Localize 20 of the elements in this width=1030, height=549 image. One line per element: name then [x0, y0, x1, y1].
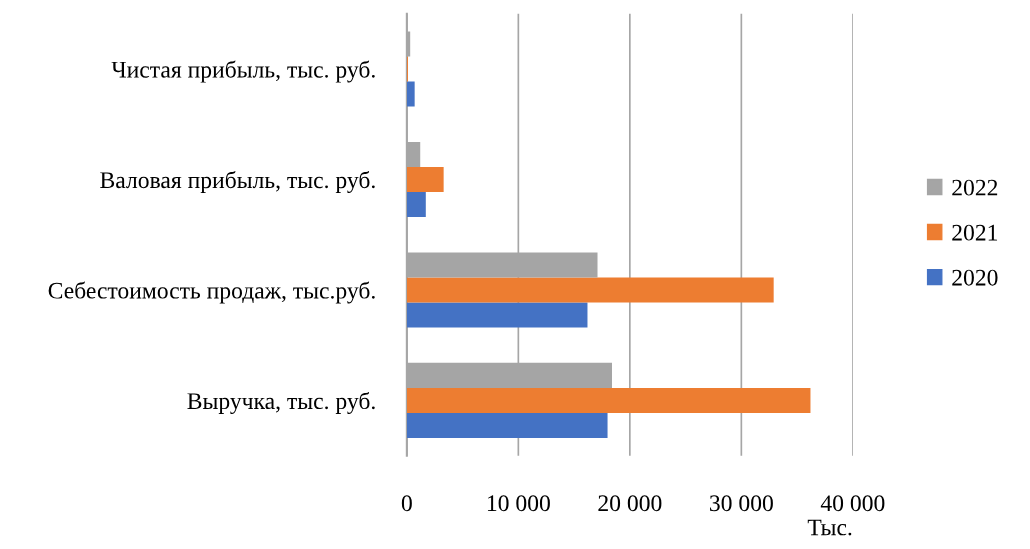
bar: [406, 412, 608, 438]
x-tick-label: 30 000: [710, 495, 773, 512]
bar: [406, 302, 588, 328]
bar: [406, 277, 774, 303]
x-tick-label: 0: [401, 495, 412, 512]
legend-label: 2021: [952, 224, 998, 241]
bar: [406, 166, 444, 192]
y-tick-label: Валовая прибыль, тыс. руб.: [100, 171, 375, 193]
x-tick-label: 20 000: [598, 495, 662, 512]
x-tick-label: 40 000: [820, 495, 885, 512]
bar: [406, 191, 426, 218]
y-tick-label: Выручка, тыс. руб.: [187, 391, 375, 414]
bar: [406, 81, 415, 107]
legend-label: 2020: [952, 269, 998, 286]
y-tick-label: Себестоимость продаж, тыс.руб.: [48, 281, 375, 304]
y-tick-label: Чистая прибыль, тыс. руб.: [111, 60, 375, 83]
legend-label: 2022: [952, 179, 998, 196]
bar: [406, 387, 811, 413]
x-tick-label: 10 000: [487, 495, 550, 512]
x-axis-title: Тыс.: [807, 519, 852, 536]
